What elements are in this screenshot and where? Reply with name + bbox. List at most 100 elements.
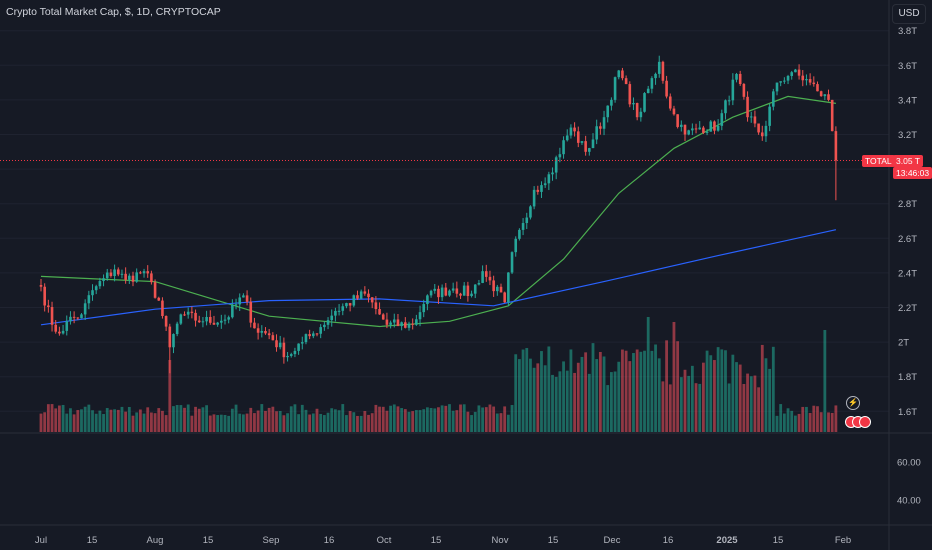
candle[interactable] [153, 279, 157, 299]
candle[interactable] [367, 289, 370, 303]
candle[interactable] [146, 265, 150, 278]
candle[interactable] [797, 64, 801, 80]
candle[interactable] [172, 333, 175, 354]
candle[interactable] [624, 75, 628, 85]
candle[interactable] [415, 314, 418, 326]
candle[interactable] [834, 126, 838, 201]
candle[interactable] [484, 264, 488, 282]
candle[interactable] [724, 99, 727, 120]
candle[interactable] [205, 310, 208, 326]
candle[interactable] [720, 109, 724, 131]
candle[interactable] [576, 126, 580, 148]
candle[interactable] [312, 331, 315, 339]
candle[interactable] [646, 85, 650, 94]
candle[interactable] [462, 282, 466, 296]
candle[interactable] [54, 320, 58, 334]
candle[interactable] [109, 269, 113, 278]
candle[interactable] [65, 315, 69, 336]
candle[interactable] [808, 73, 812, 86]
candle[interactable] [772, 88, 775, 111]
candle[interactable] [746, 91, 749, 122]
candle[interactable] [514, 236, 518, 257]
candle[interactable] [87, 290, 91, 310]
candle[interactable] [775, 82, 779, 96]
candle[interactable] [260, 325, 264, 338]
candle[interactable] [687, 129, 690, 136]
candle[interactable] [72, 311, 76, 324]
candle[interactable] [227, 315, 230, 324]
candle[interactable] [105, 268, 109, 281]
candle[interactable] [805, 74, 808, 86]
candle[interactable] [565, 129, 569, 142]
candle[interactable] [392, 313, 396, 328]
candle[interactable] [352, 294, 356, 308]
candle[interactable] [245, 290, 249, 306]
candle[interactable] [713, 120, 716, 135]
candle[interactable] [702, 125, 705, 135]
candle[interactable] [223, 314, 227, 325]
candle[interactable] [363, 286, 367, 296]
candle[interactable] [753, 110, 757, 128]
candle[interactable] [69, 311, 72, 325]
candle[interactable] [444, 282, 448, 297]
candle[interactable] [278, 335, 282, 350]
candle[interactable] [632, 97, 635, 110]
candle[interactable] [477, 279, 481, 286]
candle[interactable] [131, 271, 135, 287]
candle[interactable] [760, 125, 764, 141]
candle[interactable] [716, 119, 720, 132]
candle[interactable] [440, 284, 444, 301]
candle[interactable] [742, 82, 746, 100]
candle[interactable] [231, 299, 234, 319]
candle[interactable] [238, 293, 242, 311]
candle[interactable] [643, 92, 646, 113]
candle[interactable] [521, 218, 525, 236]
candle[interactable] [267, 328, 271, 340]
candle[interactable] [297, 343, 300, 355]
candle[interactable] [731, 73, 735, 106]
candle[interactable] [83, 299, 87, 321]
lightning-icon[interactable]: ⚡ [846, 396, 860, 410]
candle[interactable] [282, 337, 286, 364]
candle[interactable] [426, 294, 429, 311]
candle[interactable] [50, 301, 54, 332]
candle[interactable] [602, 110, 606, 136]
candle[interactable] [496, 284, 499, 296]
candle[interactable] [116, 267, 120, 277]
candle[interactable] [400, 321, 403, 331]
candle[interactable] [551, 167, 554, 181]
candle[interactable] [304, 333, 308, 345]
candle[interactable] [183, 311, 186, 317]
candle[interactable] [532, 186, 536, 210]
candle[interactable] [334, 307, 337, 322]
candle[interactable] [175, 321, 179, 337]
candle[interactable] [830, 99, 834, 132]
candle[interactable] [102, 274, 105, 287]
candle[interactable] [418, 305, 422, 327]
candle[interactable] [289, 352, 293, 358]
candle[interactable] [783, 77, 786, 84]
candle[interactable] [569, 124, 573, 139]
candle[interactable] [341, 303, 345, 316]
candle[interactable] [91, 284, 94, 301]
event-marker-icon[interactable] [859, 416, 871, 428]
candle[interactable] [727, 95, 731, 106]
candle[interactable] [201, 317, 205, 328]
candle[interactable] [319, 324, 322, 339]
candle[interactable] [749, 111, 753, 123]
candle[interactable] [562, 136, 565, 159]
candle[interactable] [757, 123, 760, 135]
candle[interactable] [606, 105, 610, 123]
candle[interactable] [676, 114, 679, 129]
candle[interactable] [543, 177, 547, 188]
candle[interactable] [208, 310, 212, 325]
candle[interactable] [76, 317, 80, 320]
candle[interactable] [819, 90, 823, 97]
candle[interactable] [455, 281, 459, 298]
candle[interactable] [768, 103, 771, 132]
candle[interactable] [680, 120, 683, 132]
candle[interactable] [212, 315, 216, 325]
candle[interactable] [466, 281, 470, 302]
candle[interactable] [823, 94, 827, 101]
